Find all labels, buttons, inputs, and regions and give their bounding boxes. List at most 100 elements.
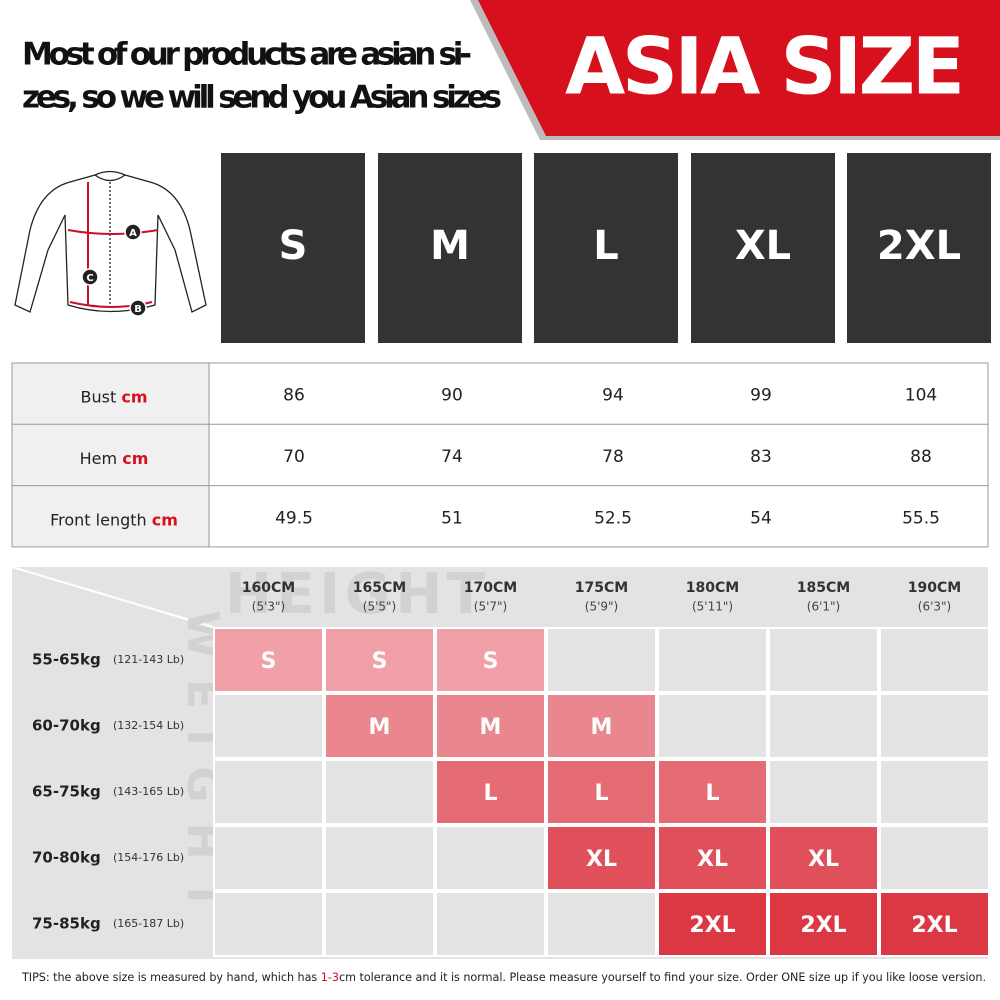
row-label: Front length cm bbox=[50, 510, 178, 529]
height-ft: (5'3") bbox=[252, 600, 285, 614]
cell-value: 51 bbox=[441, 508, 463, 528]
fit-cell bbox=[768, 627, 879, 693]
fit-cell bbox=[768, 825, 879, 891]
fit-cell bbox=[546, 627, 657, 693]
weight-kg: 70-80kg bbox=[32, 849, 101, 867]
cell-value: 99 bbox=[750, 386, 772, 406]
height-cm: 190CM bbox=[908, 580, 961, 596]
marker-label: B bbox=[134, 304, 142, 315]
fit-cell bbox=[879, 825, 990, 891]
cell-value: 54 bbox=[750, 508, 772, 528]
fit-cell bbox=[324, 627, 435, 693]
height-cm: 160CM bbox=[242, 580, 295, 596]
fit-cell bbox=[324, 759, 435, 825]
fit-cell bbox=[324, 693, 435, 759]
size-label: 2XL bbox=[877, 223, 961, 269]
row-label-name: Front length bbox=[50, 510, 147, 529]
fit-cell bbox=[324, 891, 435, 957]
cell-value: 55.5 bbox=[902, 508, 940, 528]
fit-size: S bbox=[483, 649, 499, 674]
fit-cell bbox=[768, 759, 879, 825]
size-box bbox=[691, 153, 835, 343]
fit-cell bbox=[213, 891, 324, 957]
cell-value: 49.5 bbox=[275, 508, 313, 528]
weight-lb: (121-143 Lb) bbox=[113, 653, 184, 666]
watermark: HEIGHT bbox=[225, 562, 485, 627]
badge-text: ASIA SIZE bbox=[565, 22, 965, 112]
fit-size: S bbox=[261, 649, 277, 674]
weight-lb: (154-176 Lb) bbox=[113, 851, 184, 864]
fit-cell bbox=[546, 891, 657, 957]
tips-text: cm tolerance and it is normal. Please me… bbox=[339, 971, 986, 984]
fit-cell bbox=[879, 759, 990, 825]
headline: zes, so we will send you Asian sizes bbox=[22, 80, 502, 116]
fit-size: 2XL bbox=[911, 913, 957, 938]
size-label: XL bbox=[735, 223, 791, 269]
weight-kg: 75-85kg bbox=[32, 915, 101, 933]
fit-size: S bbox=[372, 649, 388, 674]
fit-size: L bbox=[594, 781, 608, 806]
cell-value: 83 bbox=[750, 447, 772, 467]
fit-size: L bbox=[705, 781, 719, 806]
row-label: Hem cm bbox=[80, 448, 149, 467]
marker bbox=[129, 299, 147, 317]
height-ft: (5'9") bbox=[585, 600, 618, 614]
height-cm: 175CM bbox=[575, 580, 628, 596]
fit-cell bbox=[213, 759, 324, 825]
fit-cell bbox=[879, 693, 990, 759]
size-box bbox=[378, 153, 522, 343]
row-unit: cm bbox=[121, 387, 147, 406]
cell-value: 94 bbox=[602, 386, 624, 406]
weight-kg: 65-75kg bbox=[32, 783, 101, 801]
fit-cell bbox=[546, 825, 657, 891]
badge-bg bbox=[478, 0, 1000, 136]
row-label-name: Bust bbox=[81, 387, 117, 406]
fit-size: L bbox=[483, 781, 497, 806]
height-cm: 180CM bbox=[686, 580, 739, 596]
headline: Most of our products are asian si- bbox=[22, 37, 472, 73]
marker bbox=[124, 223, 142, 241]
weight-lb: (132-154 Lb) bbox=[113, 719, 184, 732]
table-label-col bbox=[12, 363, 209, 547]
fit-size: M bbox=[591, 715, 613, 740]
fit-cell bbox=[657, 891, 768, 957]
height-ft: (5'11") bbox=[692, 600, 733, 614]
size-box bbox=[534, 153, 678, 343]
cell-value: 90 bbox=[441, 386, 463, 406]
fit-cell bbox=[657, 825, 768, 891]
height-cm: 165CM bbox=[353, 580, 406, 596]
tips-text: TIPS: the above size is measured by hand… bbox=[21, 971, 321, 984]
cell-value: 74 bbox=[441, 447, 463, 467]
fit-size: 2XL bbox=[689, 913, 735, 938]
cell-value: 104 bbox=[905, 386, 937, 406]
height-ft: (6'1") bbox=[807, 600, 840, 614]
marker-label: C bbox=[86, 273, 93, 284]
fit-cell bbox=[657, 627, 768, 693]
marker-label: A bbox=[129, 228, 137, 239]
garment-measures bbox=[67, 182, 159, 308]
weight-lb: (143-165 Lb) bbox=[113, 785, 184, 798]
weight-lb: (165-187 Lb) bbox=[113, 917, 184, 930]
fit-cell bbox=[324, 825, 435, 891]
fit-cell bbox=[546, 759, 657, 825]
row-label: Bust cm bbox=[81, 387, 148, 406]
fit-cell bbox=[768, 891, 879, 957]
height-ft: (6'3") bbox=[918, 600, 951, 614]
fit-cell bbox=[435, 825, 546, 891]
height-cm: 170CM bbox=[464, 580, 517, 596]
fit-cell bbox=[213, 627, 324, 693]
fit-size: 2XL bbox=[800, 913, 846, 938]
height-cm: 185CM bbox=[797, 580, 850, 596]
fit-size: XL bbox=[808, 847, 839, 872]
marker bbox=[81, 268, 99, 286]
cell-value: 88 bbox=[910, 447, 932, 467]
fit-cell bbox=[435, 891, 546, 957]
height-ft: (5'7") bbox=[474, 600, 507, 614]
garment bbox=[14, 170, 207, 313]
weight-kg: 60-70kg bbox=[32, 717, 101, 735]
size-label: M bbox=[430, 223, 470, 269]
fit-cell bbox=[435, 693, 546, 759]
fit-size: M bbox=[480, 715, 502, 740]
fit-cell bbox=[768, 693, 879, 759]
